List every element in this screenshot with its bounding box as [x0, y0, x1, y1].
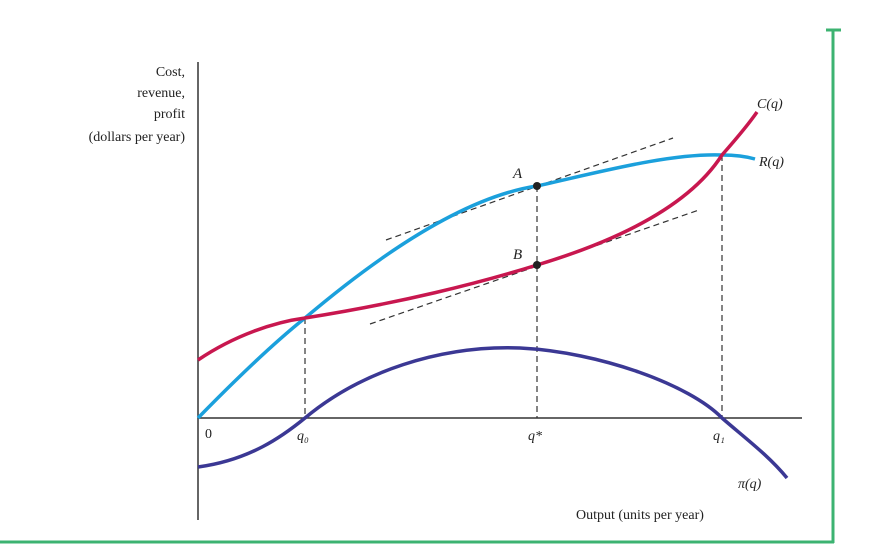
frame-border [0, 28, 841, 544]
point-a-label: A [512, 166, 523, 182]
cost-curve [197, 111, 759, 362]
profit-curve [197, 346, 789, 480]
tick-label-q0: q₀ [297, 429, 309, 444]
tick-label-qstar: q* [528, 429, 542, 444]
x-axis-label: Output (units per year) [576, 508, 704, 523]
y-axis-label-line-1: Cost, [156, 65, 185, 80]
revenue-curve [196, 153, 756, 420]
tick-label-q1: q₁ [713, 429, 725, 444]
y-axis-label: Cost, revenue, profit (dollars per year) [89, 65, 186, 145]
point-a-marker [533, 182, 541, 190]
profit-curve-label: π(q) [738, 477, 762, 492]
point-b-marker [533, 261, 541, 269]
y-axis-label-line-4: (dollars per year) [89, 130, 186, 145]
y-axis-label-line-3: profit [154, 107, 185, 122]
point-b-label: B [513, 247, 522, 263]
revenue-curve-label: R(q) [758, 155, 784, 170]
y-axis-label-line-2: revenue, [137, 86, 185, 101]
cost-curve-label: C(q) [757, 97, 783, 112]
origin-label: 0 [205, 427, 212, 442]
